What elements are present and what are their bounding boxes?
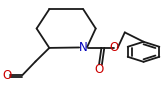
Text: O: O [110, 41, 119, 54]
Text: O: O [2, 69, 11, 82]
Text: N: N [79, 41, 88, 54]
Text: O: O [95, 63, 104, 76]
